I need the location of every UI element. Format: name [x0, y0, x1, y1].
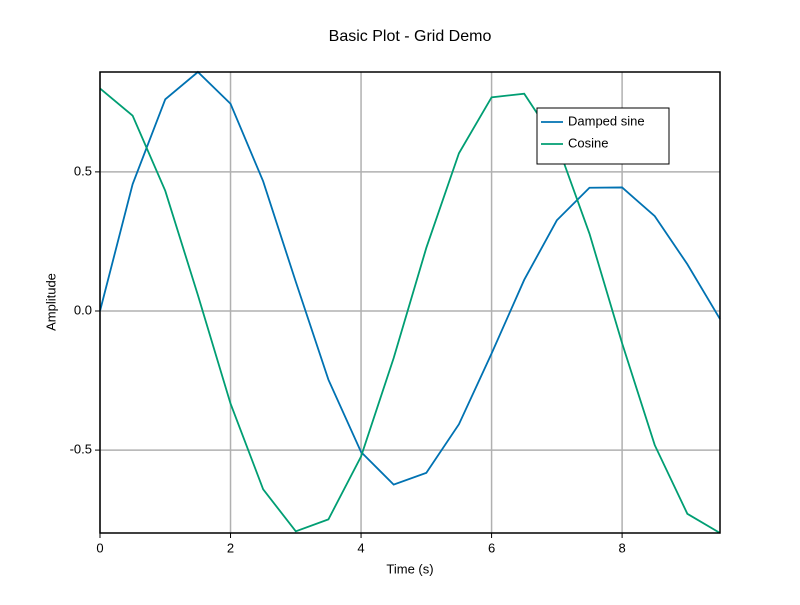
legend-box — [536, 107, 670, 165]
x-tick-label: 4 — [357, 540, 364, 555]
y-tick-label: -0.5 — [70, 442, 92, 457]
x-tick-label: 6 — [488, 540, 495, 555]
y-axis-label: Amplitude — [43, 273, 58, 331]
legend-label: Damped sine — [568, 113, 645, 128]
x-axis-label: Time (s) — [386, 561, 433, 576]
x-tick-label: 0 — [96, 540, 103, 555]
legend-label: Cosine — [568, 135, 608, 150]
plot-frame — [99, 71, 721, 534]
x-tick-label: 8 — [618, 540, 625, 555]
y-tick-label: 0.0 — [74, 302, 92, 317]
x-tick-label: 2 — [227, 540, 234, 555]
y-tick-label: 0.5 — [74, 163, 92, 178]
data-line — [99, 87, 721, 534]
legend: Damped sine Cosine — [536, 107, 670, 165]
chart-title: Basic Plot - Grid Demo — [329, 28, 492, 45]
data-line — [99, 70, 721, 486]
